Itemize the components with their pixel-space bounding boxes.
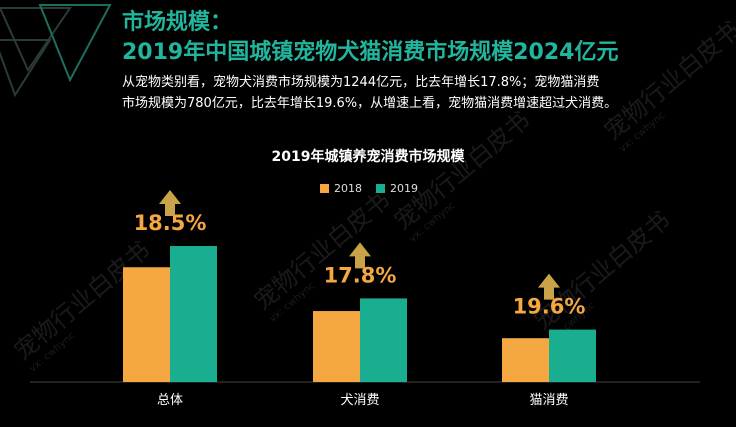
- x-tick-label: 犬消费: [340, 393, 379, 408]
- chart-legend: 2018 2019: [320, 182, 418, 195]
- title-line-1: 市场规模：: [122, 10, 233, 35]
- legend-swatch-2019: [376, 184, 385, 193]
- x-tick-label: 总体: [157, 393, 183, 408]
- bar-2018-3: [502, 338, 549, 382]
- bar-2018-2: [313, 311, 360, 382]
- x-tick-label: 猫消费: [529, 393, 568, 408]
- legend-label-2019: 2019: [390, 182, 418, 195]
- legend-item-2018: 2018: [320, 182, 362, 195]
- title-line-2: 2019年中国城镇宠物犬猫消费市场规模2024亿元: [122, 40, 619, 65]
- chart-title: 2019年城镇养宠消费市场规模: [271, 149, 465, 165]
- growth-arrow-icon: [349, 242, 371, 269]
- bar-2019-3: [549, 329, 596, 382]
- growth-arrow-icon: [159, 190, 181, 216]
- decorative-triangles: [0, 4, 112, 98]
- growth-arrow-icon: [538, 273, 560, 300]
- bar-2019-1: [170, 246, 217, 382]
- legend-swatch-2018: [320, 184, 329, 193]
- description: 从宠物类别看，宠物犬消费市场规模为1244亿元，比去年增长17.8%；宠物猫消费…: [122, 72, 722, 114]
- bar-2019-2: [360, 298, 407, 382]
- bar-2018-1: [123, 267, 170, 382]
- legend-item-2019: 2019: [376, 182, 418, 195]
- page-title: 市场规模： 2019年中国城镇宠物犬猫消费市场规模2024亿元: [122, 8, 618, 68]
- legend-label-2018: 2018: [334, 182, 362, 195]
- description-line-1: 从宠物类别看，宠物犬消费市场规模为1244亿元，比去年增长17.8%；宠物猫消费: [122, 75, 600, 90]
- description-line-2: 市场规模为780亿元，比去年增长19.6%，从增速上看，宠物猫消费增速超过犬消费…: [122, 96, 618, 111]
